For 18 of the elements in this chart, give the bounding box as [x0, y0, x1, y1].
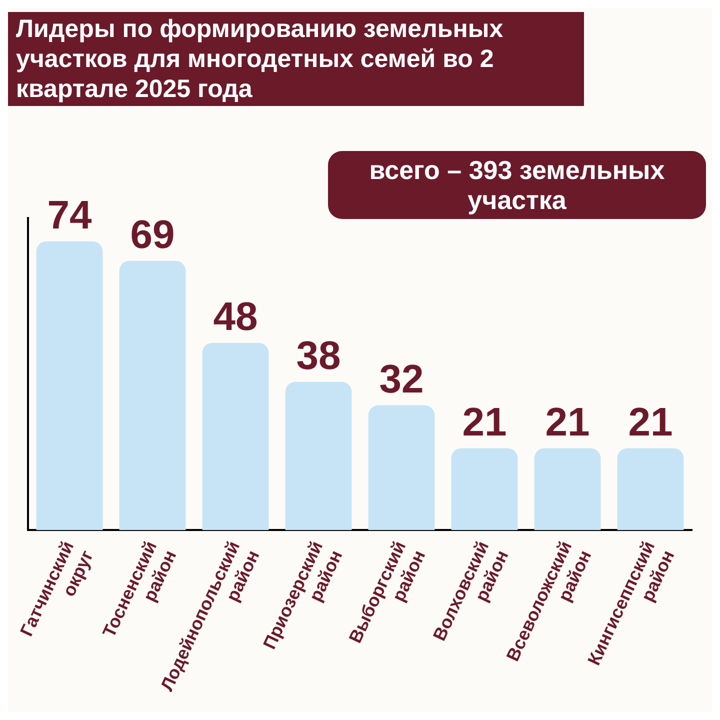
- chart-title: Лидеры по формированию земельных участков для многодетных семей во 2 квартале 2025 года: [8, 12, 584, 106]
- bar: [202, 342, 269, 530]
- data-label: 32: [379, 357, 424, 402]
- data-label: 21: [462, 400, 507, 444]
- bar: [36, 241, 103, 530]
- bar: [368, 405, 435, 530]
- bar: [617, 448, 684, 530]
- bar: [534, 448, 601, 530]
- bar: [119, 260, 186, 530]
- data-label: 74: [47, 193, 92, 238]
- data-label: 21: [545, 400, 590, 444]
- bar: [285, 382, 352, 530]
- data-label: 38: [296, 334, 341, 378]
- data-label: 48: [213, 294, 258, 339]
- data-label: 69: [130, 212, 175, 257]
- data-label: 21: [628, 400, 673, 444]
- bar: [451, 448, 518, 530]
- text: всего – 393 земельных участка: [328, 151, 706, 219]
